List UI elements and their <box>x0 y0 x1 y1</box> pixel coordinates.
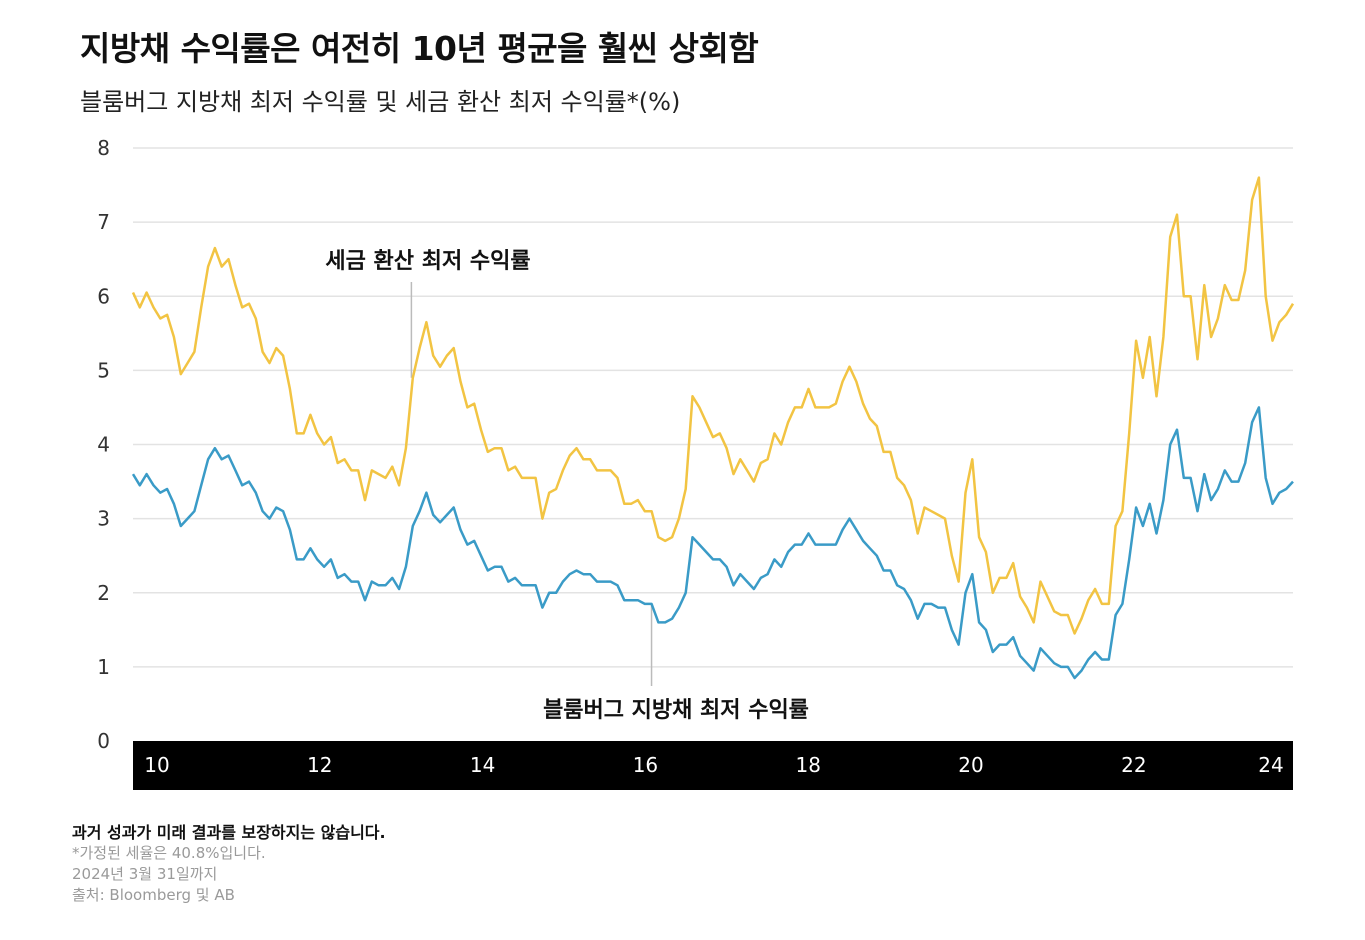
y-tick-label: 1 <box>97 655 110 679</box>
y-tick-label: 3 <box>97 507 110 531</box>
chart-subtitle: 블룸버그 지방채 최저 수익률 및 세금 환산 최저 수익률*(%) <box>80 88 681 116</box>
y-tick-label: 5 <box>97 358 110 382</box>
x-tick-label: 18 <box>796 753 821 777</box>
x-tick-label: 20 <box>958 753 983 777</box>
y-tick-label: 8 <box>97 136 110 160</box>
muni-series-label: 블룸버그 지방채 최저 수익률 <box>543 698 809 723</box>
y-tick-label: 0 <box>97 729 110 753</box>
x-axis-band <box>133 741 1293 790</box>
x-tick-label: 24 <box>1258 753 1283 777</box>
x-tick-label: 12 <box>307 753 332 777</box>
gridlines <box>133 147 1293 668</box>
x-tick-label: 16 <box>633 753 658 777</box>
y-axis-ticks: 0 1 2 3 4 5 6 7 8 <box>97 136 110 753</box>
page-title: 지방채 수익률은 여전히 10년 평균을 훨씬 상회함 <box>80 29 759 68</box>
annotation-leaders <box>410 282 653 686</box>
x-axis-ticks: 10 12 14 16 18 20 22 24 <box>144 753 1283 777</box>
date-note: 2024년 3월 31일까지 <box>72 865 218 883</box>
x-tick-label: 10 <box>144 753 169 777</box>
y-tick-label: 4 <box>97 433 110 457</box>
muni-yield-line <box>131 406 1294 680</box>
tax-equivalent-yield-line <box>131 176 1295 635</box>
chart-footer: 과거 성과가 미래 결과를 보장하지는 않습니다. *가정된 세율은 40.8%… <box>72 822 386 906</box>
y-tick-label: 7 <box>97 210 110 234</box>
x-tick-label: 22 <box>1121 753 1146 777</box>
y-tick-label: 6 <box>97 284 110 308</box>
tax-rate-note: *가정된 세율은 40.8%입니다. <box>72 844 266 862</box>
x-tick-label: 14 <box>470 753 495 777</box>
y-tick-label: 2 <box>97 581 110 605</box>
source-note: 출처: Bloomberg 및 AB <box>72 886 235 904</box>
disclaimer-text: 과거 성과가 미래 결과를 보장하지는 않습니다. <box>72 823 386 842</box>
tax-equivalent-series-label: 세금 환산 최저 수익률 <box>325 249 530 274</box>
